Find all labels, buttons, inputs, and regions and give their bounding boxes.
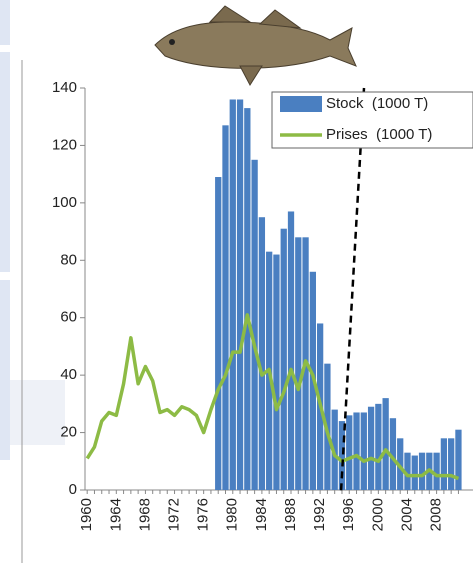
bar bbox=[367, 406, 375, 490]
y-tick-label: 20 bbox=[60, 424, 77, 441]
y-tick-label: 140 bbox=[52, 79, 77, 96]
bar bbox=[440, 438, 448, 490]
bar bbox=[338, 421, 346, 490]
legend: Stock (1000 T) Prises (1000 T) bbox=[280, 95, 432, 143]
y-tick-label: 100 bbox=[52, 194, 77, 211]
x-tick-label: 1988 bbox=[282, 498, 299, 531]
bar bbox=[273, 254, 280, 490]
background-panel bbox=[10, 380, 65, 445]
bar bbox=[375, 403, 382, 490]
background-panel bbox=[0, 52, 10, 272]
bar bbox=[404, 452, 411, 490]
y-tick-label: 80 bbox=[60, 251, 77, 268]
bar bbox=[287, 211, 295, 490]
bar bbox=[389, 418, 397, 490]
y-tick-label: 0 bbox=[69, 481, 77, 498]
legend-label: Stock (1000 T) bbox=[326, 95, 428, 112]
fish-illustration bbox=[154, 5, 357, 86]
bar bbox=[280, 228, 287, 490]
bar bbox=[448, 438, 455, 490]
background-panel bbox=[0, 280, 10, 460]
x-tick-label: 1976 bbox=[195, 498, 212, 531]
x-tick-label: 1992 bbox=[311, 498, 328, 531]
bar bbox=[397, 438, 404, 490]
bar bbox=[295, 237, 302, 490]
bar bbox=[346, 415, 353, 490]
y-tick-label: 60 bbox=[60, 309, 77, 326]
bar bbox=[244, 108, 251, 490]
bar bbox=[236, 99, 244, 490]
x-tick-label: 2000 bbox=[369, 498, 386, 531]
x-tick-label: 1960 bbox=[78, 498, 95, 531]
bar bbox=[353, 412, 360, 490]
x-tick-label: 2008 bbox=[428, 498, 445, 531]
bar bbox=[382, 398, 389, 490]
bar bbox=[215, 177, 222, 490]
x-tick-label: 1984 bbox=[253, 498, 270, 531]
plot-area: 0 20 40 60 80 100 120 140 1960 1964 1968 1972 1976 19… bbox=[52, 79, 462, 531]
legend-label: Prises (1000 T) bbox=[326, 126, 432, 143]
fish-eye bbox=[169, 39, 175, 45]
y-tick-label: 40 bbox=[60, 366, 77, 383]
bar bbox=[455, 429, 462, 490]
x-tick-label: 1972 bbox=[166, 498, 183, 531]
bar bbox=[411, 455, 418, 490]
bar bbox=[229, 99, 236, 490]
x-tick-label: 1980 bbox=[224, 498, 241, 531]
bar bbox=[258, 217, 266, 490]
bar bbox=[251, 159, 258, 491]
bar bbox=[418, 452, 426, 490]
bar bbox=[433, 452, 440, 490]
x-tick-label: 1964 bbox=[107, 498, 124, 531]
bar bbox=[360, 412, 367, 490]
y-tick-label: 120 bbox=[52, 136, 77, 153]
x-tick-label: 1996 bbox=[340, 498, 357, 531]
x-tick-label: 1968 bbox=[136, 498, 153, 531]
collapse-marker bbox=[339, 87, 366, 493]
line bbox=[85, 313, 460, 481]
background-panel bbox=[0, 0, 10, 45]
bar bbox=[222, 125, 229, 490]
legend-swatch bbox=[280, 96, 322, 112]
x-tick-label: 2004 bbox=[398, 498, 415, 531]
